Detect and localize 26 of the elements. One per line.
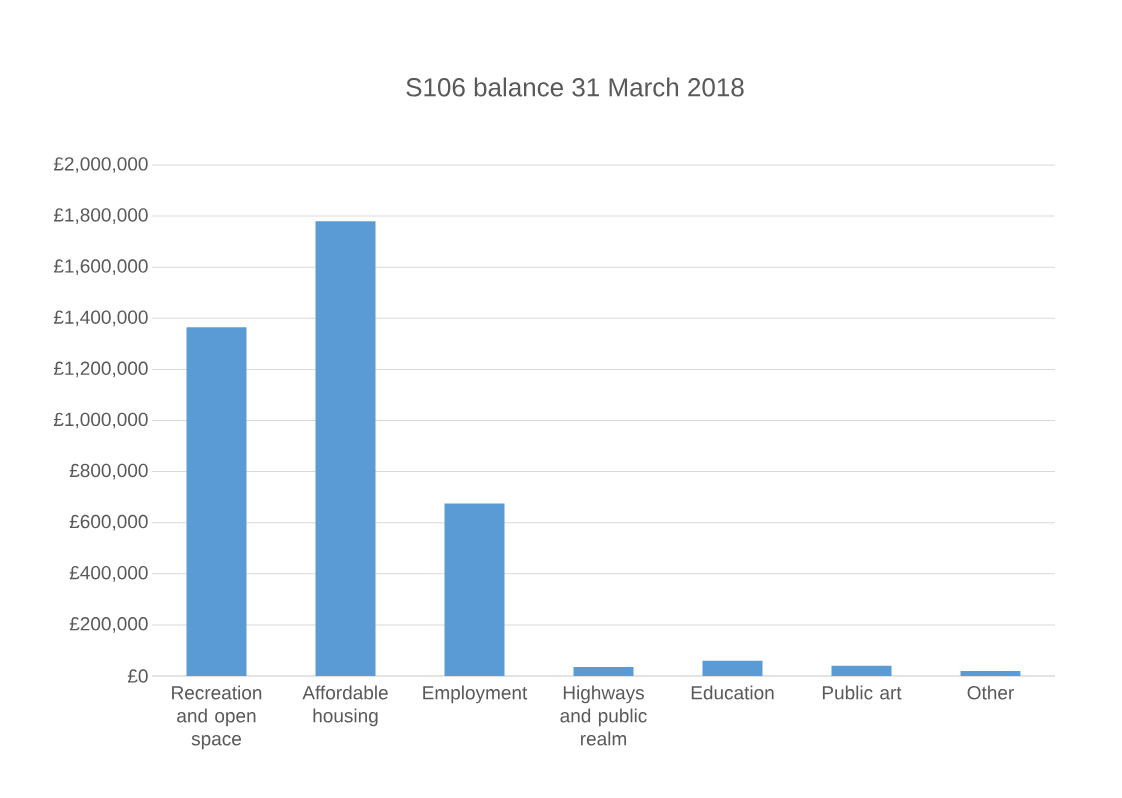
x-tick-label: Other (967, 685, 1014, 700)
y-tick-label: £200,000 (69, 617, 148, 633)
x-tick-label: Public art (822, 685, 902, 700)
y-tick-label: £0 (127, 669, 148, 683)
bar (960, 670, 1021, 676)
y-tick-label: £800,000 (69, 463, 148, 480)
bar (831, 665, 892, 676)
x-tick-label: Recreation and open space (172, 685, 262, 750)
y-tick-label: £600,000 (69, 514, 148, 531)
bar (186, 327, 247, 676)
y-tick-label: £400,000 (69, 565, 148, 582)
bar (702, 660, 763, 676)
y-tick-label: £1,200,000 (53, 361, 148, 378)
chart-title: S106 balance 31 March 2018 (406, 77, 744, 97)
x-tick-label: Highways and public realm (560, 685, 647, 746)
x-tick-label: Employment (423, 685, 528, 704)
bar (573, 667, 634, 676)
y-tick-label: £1,000,000 (53, 412, 148, 429)
bar (444, 503, 505, 676)
y-tick-label: £1,600,000 (53, 259, 148, 276)
bar (315, 221, 376, 676)
y-tick-label: £1,400,000 (53, 310, 148, 327)
x-tick-label: Affordable housing (302, 685, 388, 727)
y-tick-label: £2,000,000 (53, 157, 148, 173)
x-tick-label: Education (691, 685, 774, 700)
y-tick-label: £1,800,000 (53, 208, 148, 224)
